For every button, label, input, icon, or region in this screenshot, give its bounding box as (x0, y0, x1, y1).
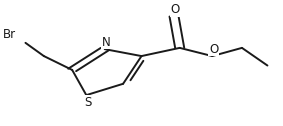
Text: O: O (171, 3, 180, 16)
Text: Br: Br (3, 27, 16, 41)
Text: N: N (102, 36, 110, 49)
Text: S: S (84, 96, 91, 109)
Text: O: O (209, 43, 218, 56)
